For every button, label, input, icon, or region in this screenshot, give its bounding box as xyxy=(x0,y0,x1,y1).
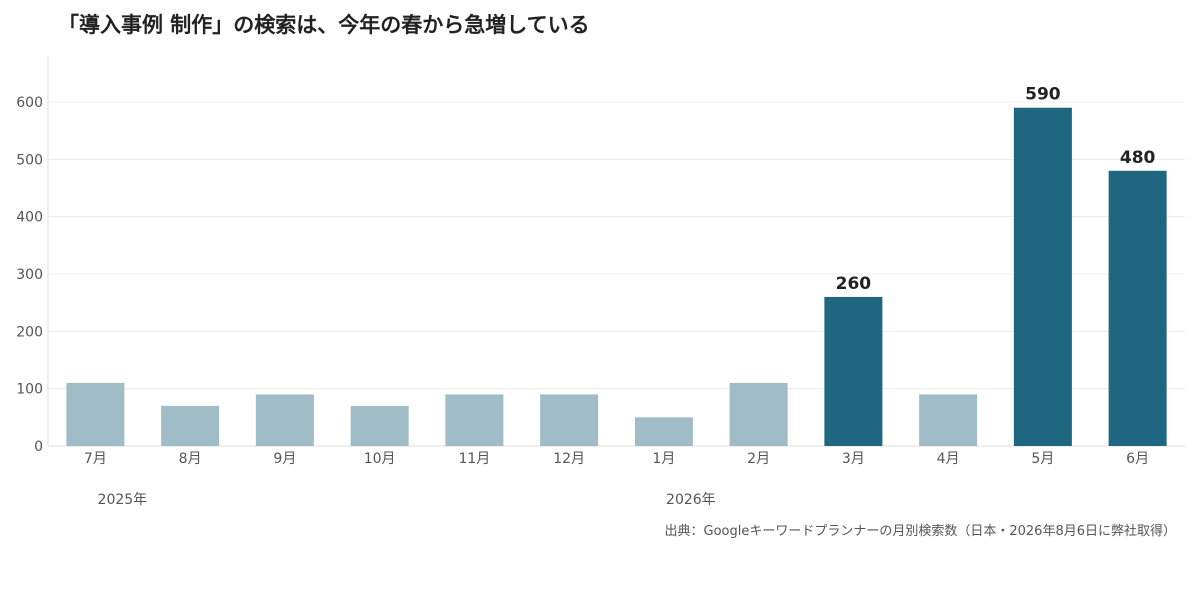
bar-10月 xyxy=(350,405,409,446)
data-label: 480 xyxy=(1120,148,1156,168)
axes xyxy=(47,57,1185,447)
x-tick-label: 10月 xyxy=(364,451,396,467)
x-tick-label: 3月 xyxy=(842,451,865,467)
y-tick-label: 500 xyxy=(16,152,43,168)
x-tick-label: 4月 xyxy=(937,451,960,467)
y-tick-label: 100 xyxy=(16,382,43,398)
bar-1月 xyxy=(634,417,693,446)
bar-6月 xyxy=(1108,170,1167,447)
x-tick-labels: 7月 8月 9月 10月 11月 12月 1月 2月 3月 4月 5月 6月 xyxy=(84,451,1149,467)
year-label: 2025年 xyxy=(98,492,148,508)
data-label: 590 xyxy=(1025,85,1061,105)
bar-11月 xyxy=(445,394,504,446)
x-tick-label: 5月 xyxy=(1031,451,1054,467)
chart-title: 「導入事例 制作」の検索は、今年の春から急増している xyxy=(58,13,590,37)
y-tick-label: 0 xyxy=(34,439,43,455)
bars xyxy=(66,107,1167,447)
y-tick-label: 400 xyxy=(16,210,43,226)
bar-5月 xyxy=(1013,107,1072,446)
y-tick-label: 300 xyxy=(16,267,43,283)
data-labels: 260 590 480 xyxy=(836,85,1156,294)
x-tick-label: 11月 xyxy=(458,451,490,467)
bar-9月 xyxy=(255,394,314,446)
grid-lines xyxy=(48,101,1185,390)
year-label: 2026年 xyxy=(666,492,716,508)
x-tick-label: 6月 xyxy=(1126,451,1149,467)
source-note: 出典：Googleキーワードプランナーの月別検索数（日本・2026年8月6日に弊… xyxy=(664,524,1176,539)
x-tick-label: 2月 xyxy=(747,451,770,467)
bar-7月 xyxy=(66,382,125,446)
bar-8月 xyxy=(161,405,220,446)
y-tick-labels: 0 100 200 300 400 500 600 xyxy=(16,95,43,455)
year-labels: 2025年 2026年 xyxy=(98,492,716,508)
x-tick-label: 12月 xyxy=(553,451,585,467)
y-tick-label: 200 xyxy=(16,324,43,340)
bar-2月 xyxy=(729,382,788,446)
x-tick-label: 9月 xyxy=(273,451,296,467)
y-tick-label: 600 xyxy=(16,95,43,111)
bar-3月 xyxy=(824,296,883,446)
data-label: 260 xyxy=(836,274,872,294)
bar-12月 xyxy=(540,394,599,446)
x-tick-label: 7月 xyxy=(84,451,107,467)
bar-4月 xyxy=(919,394,978,446)
x-tick-label: 8月 xyxy=(179,451,202,467)
x-tick-label: 1月 xyxy=(652,451,675,467)
